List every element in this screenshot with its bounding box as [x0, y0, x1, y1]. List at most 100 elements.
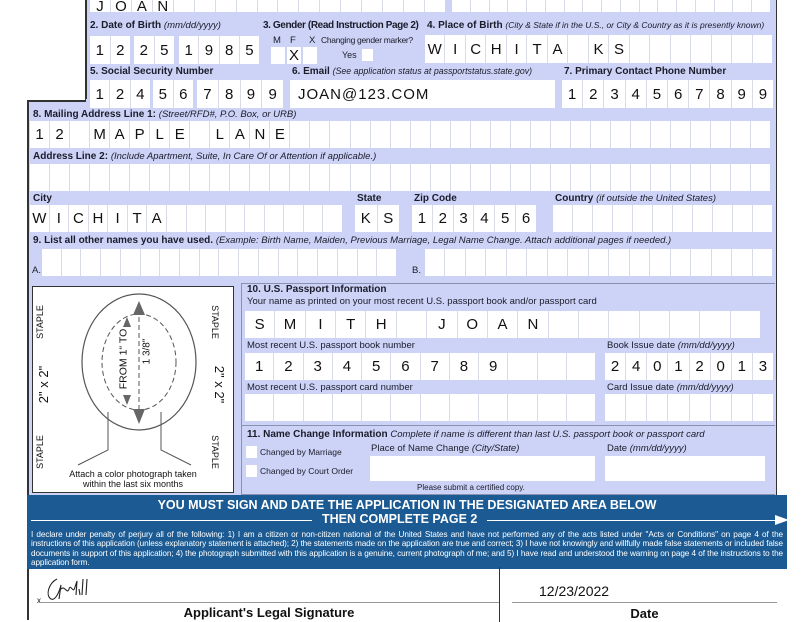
char-cell: 2 [134, 36, 155, 64]
gender-f-mark: X [288, 47, 299, 64]
char-cell: E [170, 121, 191, 148]
passport-card-field[interactable] [245, 394, 595, 421]
char-cell: J [427, 311, 458, 338]
changed-by-marriage-checkbox[interactable] [246, 446, 257, 458]
char-cell [206, 205, 226, 232]
char-cell [611, 121, 631, 148]
middle-name-field[interactable] [452, 0, 770, 12]
char-cell: T [527, 35, 548, 63]
char-cell: 1 [245, 353, 275, 380]
card-issue-date-field[interactable] [605, 394, 773, 421]
char-cell [318, 249, 338, 276]
changing-gender-label: Changing gender marker? [321, 35, 413, 45]
other-name-b-field[interactable] [425, 249, 772, 276]
char-cell: 4 [333, 353, 362, 380]
other-name-a-field[interactable] [42, 249, 396, 276]
country-field[interactable] [553, 205, 772, 232]
char-cell: 1 [668, 353, 690, 380]
changed-by-court-checkbox[interactable] [246, 465, 257, 477]
char-cell [651, 164, 671, 191]
change-date-field[interactable] [605, 456, 765, 481]
char-cell: A [548, 35, 569, 63]
char-cell [531, 164, 551, 191]
char-cell [338, 249, 358, 276]
book-issue-date-label: Book Issue date (mm/dd/yyyy) [607, 340, 735, 351]
char-cell [490, 0, 509, 12]
char-cell [713, 205, 733, 232]
date-label: Date [630, 606, 659, 621]
char-cell: 2 [583, 80, 605, 108]
char-cell [673, 205, 693, 232]
char-cell [391, 164, 411, 191]
char-cell [195, 0, 216, 12]
char-cell [752, 0, 770, 12]
char-cell [621, 0, 640, 12]
char-cell [633, 205, 653, 232]
char-cell: 1 [90, 80, 111, 108]
char-cell [425, 249, 446, 276]
char-cell [371, 121, 391, 148]
char-cell: I [306, 311, 337, 338]
char-cell [278, 0, 300, 12]
char-cell: A [110, 121, 131, 148]
gender-change-yes-checkbox[interactable] [362, 49, 373, 61]
char-cell [677, 0, 696, 12]
char-cell: 6 [391, 353, 421, 380]
char-cell: I [50, 205, 70, 232]
signature-area: x Applicant's Legal Signature 12/23/2022… [27, 567, 787, 622]
char-cell [538, 353, 567, 380]
char-cell [631, 164, 651, 191]
email-field[interactable]: JOAN@123.COM [290, 80, 555, 108]
signature-date-value[interactable]: 12/23/2022 [539, 583, 610, 599]
char-cell: 4 [626, 80, 647, 108]
char-cell: 0 [711, 353, 732, 380]
char-cell: 5 [160, 41, 169, 59]
char-cell [320, 0, 342, 12]
char-cell [431, 164, 451, 191]
char-cell [527, 249, 548, 276]
gender-x-checkbox[interactable] [303, 47, 317, 64]
face-size-from-label: FROM 1" TO [117, 328, 130, 390]
char-cell: H [486, 35, 507, 63]
char-cell: 1 [412, 205, 433, 232]
char-cell [452, 0, 471, 12]
char-cell [210, 164, 231, 191]
gender-f-checkbox[interactable]: X [287, 47, 301, 64]
gender-m-checkbox[interactable] [271, 47, 285, 64]
country-label: Country (if outside the United States) [555, 193, 716, 204]
char-cell: 3 [304, 353, 333, 380]
char-cell [425, 0, 445, 12]
passport-info-section [241, 283, 775, 495]
handwritten-signature-icon[interactable] [43, 575, 93, 603]
state-label: State [357, 193, 382, 204]
place-of-change-field[interactable] [370, 456, 595, 481]
char-cell: O [111, 0, 132, 12]
char-cell [670, 311, 701, 338]
char-cell: 2 [50, 121, 71, 148]
char-cell [583, 0, 603, 12]
char-cell [658, 0, 678, 12]
char-cell [626, 394, 648, 421]
change-date-label: Date (mm/dd/yyyy) [607, 443, 687, 454]
char-cell [731, 311, 760, 338]
address2-field[interactable] [30, 164, 770, 191]
char-cell: H [89, 205, 109, 232]
char-cell: 1 [732, 353, 753, 380]
char-cell: 0 [647, 353, 669, 380]
